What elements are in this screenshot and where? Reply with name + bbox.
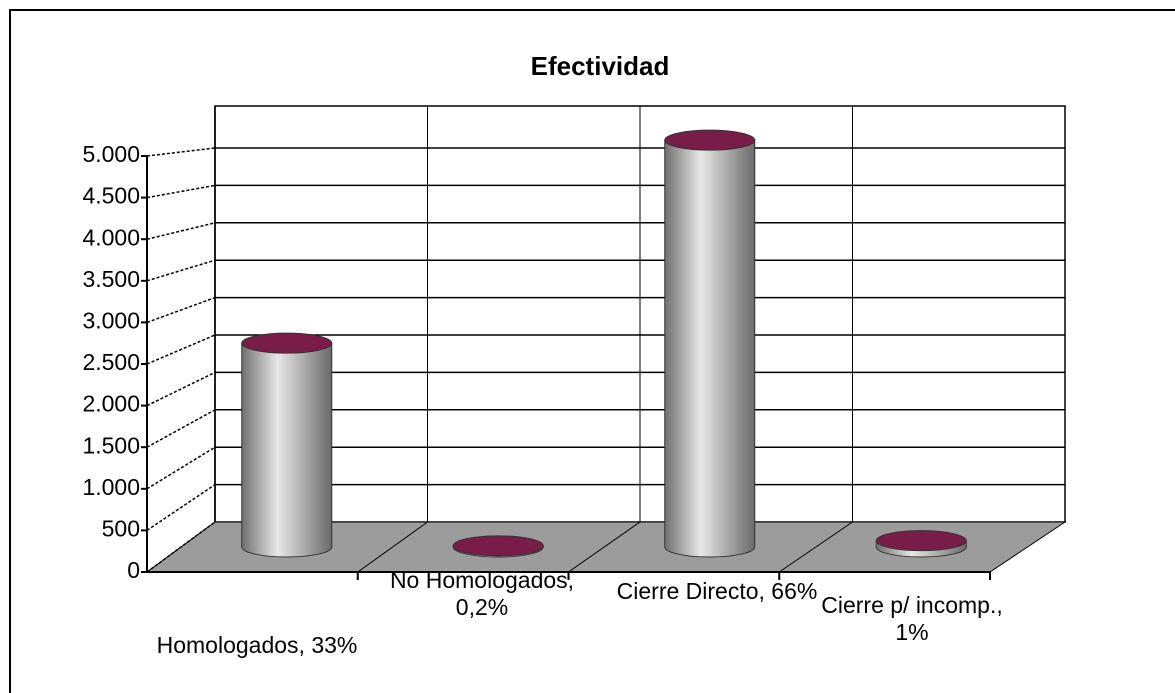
bar-top <box>664 129 756 151</box>
grid-line <box>146 371 216 407</box>
x-tick-label: Homologados, 33% <box>156 632 358 658</box>
bar <box>875 530 967 558</box>
chart-title: Efectividad <box>531 51 670 81</box>
grid-line <box>146 184 216 199</box>
bar <box>664 129 756 558</box>
y-tick-label: 1.000 <box>82 474 140 500</box>
bar-body <box>241 342 333 558</box>
grid-line <box>146 147 216 157</box>
y-tick-label: 5.000 <box>82 141 140 167</box>
bar-top <box>875 530 967 552</box>
grid-line <box>146 222 216 240</box>
bar-top <box>241 332 333 354</box>
grid-line <box>146 446 216 490</box>
grid-line <box>146 296 216 324</box>
bar <box>452 535 544 558</box>
y-tick-label: 3.500 <box>82 266 140 292</box>
y-tick-label: 4.000 <box>82 224 140 250</box>
category-divider <box>357 521 428 573</box>
grid-line <box>146 334 216 365</box>
x-tick-label: Cierre p/ incomp., 1% <box>821 592 1003 645</box>
y-tick-label: 2.000 <box>82 391 140 417</box>
bar-body <box>664 139 756 558</box>
grid-line <box>146 409 216 448</box>
x-tick-label: Cierre Directo, 66% <box>616 578 818 604</box>
y-tick-label: 2.500 <box>82 349 140 375</box>
grid-line <box>146 483 216 532</box>
bar <box>241 332 333 558</box>
category-divider <box>778 521 853 573</box>
bar-top <box>452 535 544 557</box>
x-tick-label: No Homologados, 0,2% <box>389 567 575 620</box>
y-tick-label: 4.500 <box>82 183 140 209</box>
y-tick-label: 0 <box>127 557 140 583</box>
grid-line <box>146 521 216 573</box>
grid-line <box>146 259 216 282</box>
y-tick-label: 1.500 <box>82 432 140 458</box>
y-tick-label: 500 <box>102 515 140 541</box>
y-tick-label: 3.000 <box>82 307 140 333</box>
category-divider <box>568 521 641 573</box>
